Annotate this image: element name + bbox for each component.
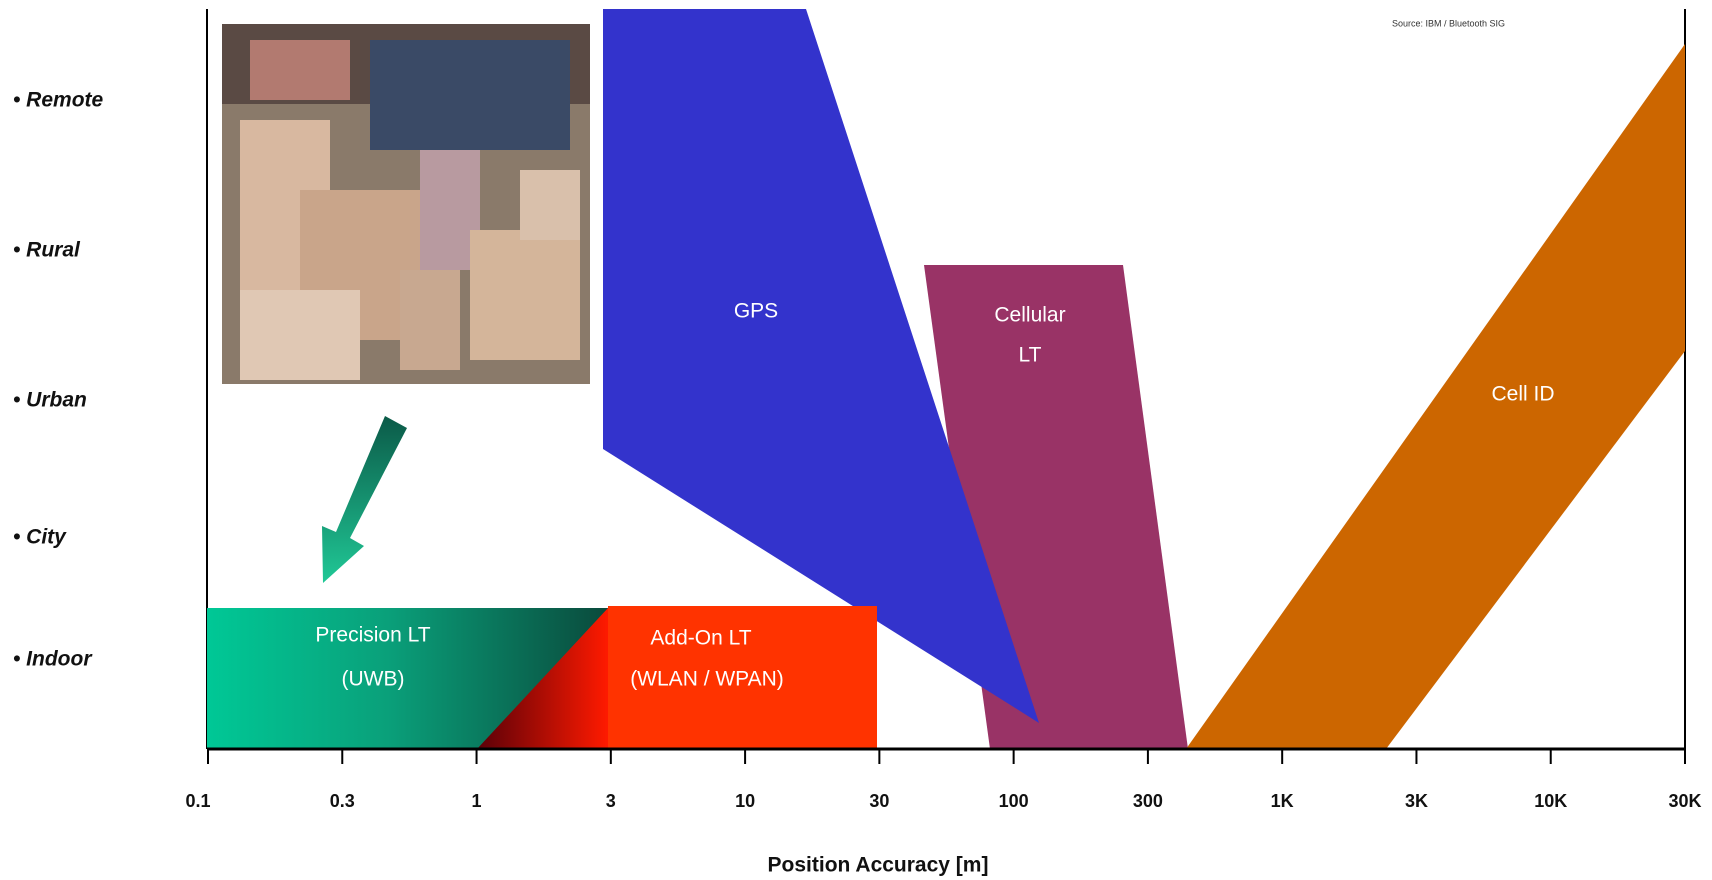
region-label: GPS [734,300,778,323]
environment-label: • Urban [13,389,87,412]
add-on-region [608,606,877,749]
x-tick-label: 3 [606,791,616,811]
region-label: Cell ID [1491,383,1554,406]
environment-label: • Rural [13,239,81,262]
x-axis-title: Position Accuracy [m] [768,854,989,877]
environment-label: • City [13,526,67,549]
region-label: Add-On LT [650,627,751,650]
x-tick-label: 10K [1534,791,1567,811]
arrow [322,416,407,583]
x-tick-label: 0.1 [185,791,210,811]
x-tick-label: 300 [1133,791,1163,811]
x-tick-label: 100 [999,791,1029,811]
region-label: (UWB) [342,668,405,691]
region-label: LT [1019,344,1042,367]
warehouse-photo [222,24,590,384]
cell-id-region [1186,44,1685,749]
x-tick-label: 1 [472,791,482,811]
x-tick-label: 30K [1668,791,1701,811]
x-tick-label: 30 [869,791,889,811]
x-tick-label: 10 [735,791,755,811]
region-label: Cellular [994,304,1065,327]
environment-label: • Indoor [13,648,93,671]
source: Source: IBM / Bluetooth SIG [1392,18,1505,28]
x-tick-label: 1K [1271,791,1294,811]
x-tick-label: 3K [1405,791,1428,811]
region-label: Precision LT [315,624,430,647]
environment-label: • Remote [13,89,104,112]
gps-region [603,9,1039,723]
add-on-wedge [477,608,608,749]
x-tick-label: 0.3 [330,791,355,811]
region-label: (WLAN / WPAN) [630,668,784,691]
